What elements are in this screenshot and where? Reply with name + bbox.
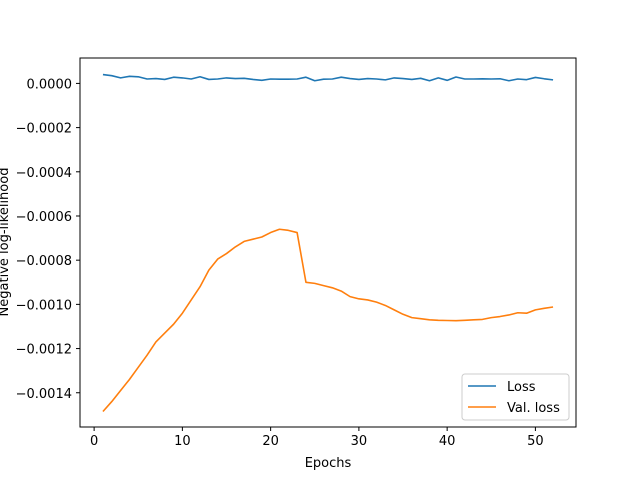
y-tick-label: −0.0008 (16, 254, 72, 269)
y-axis-label: Negative log-likelihood (0, 168, 12, 317)
y-tick-label: −0.0004 (16, 166, 72, 181)
x-tick-label: 50 (527, 434, 544, 449)
x-tick-label: 20 (262, 434, 279, 449)
x-axis-label: Epochs (305, 456, 352, 471)
x-tick-label: 0 (90, 434, 98, 449)
axes (79, 57, 577, 428)
y-tick-label: −0.0006 (16, 210, 72, 225)
plot-background (80, 58, 576, 427)
legend: Loss Val. loss (461, 373, 570, 421)
legend-label-loss: Loss (507, 380, 536, 395)
series-line-val-loss (102, 228, 554, 413)
series-lines (102, 73, 554, 413)
x-tick-label: 10 (174, 434, 191, 449)
y-tick-label: −0.0002 (16, 122, 72, 137)
series-line-loss (102, 73, 554, 82)
y-axis-ticks: 0.0000 −0.0002 −0.0004 −0.0006 −0.0008 −0.001… (16, 77, 80, 402)
plot-frame (79, 57, 577, 428)
y-tick-label: −0.0012 (16, 343, 72, 358)
x-tick-label: 40 (439, 434, 456, 449)
y-tick-label: −0.0014 (16, 387, 72, 402)
legend-label-val-loss: Val. loss (507, 401, 560, 416)
x-axis-ticks: 0 10 20 30 40 50 (90, 427, 544, 449)
y-tick-label: −0.0010 (16, 298, 72, 313)
y-tick-label: 0.0000 (27, 77, 73, 92)
x-tick-label: 30 (351, 434, 368, 449)
